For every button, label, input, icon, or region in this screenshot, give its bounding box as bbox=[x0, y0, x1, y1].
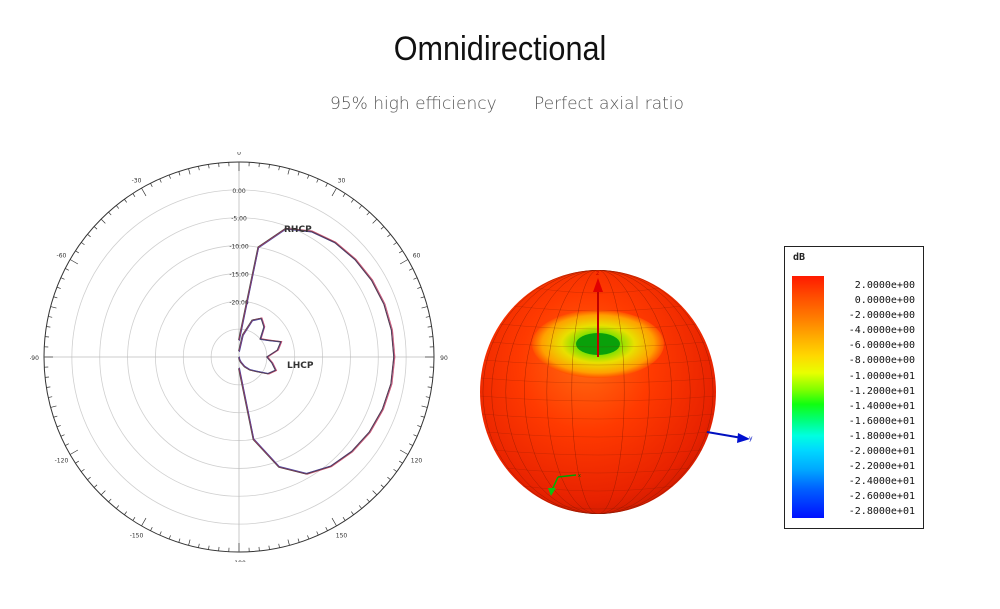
colorbar-legend: dB 2.0000e+00 0.0000e+00 -2.0000e+00 -4.000… bbox=[784, 246, 924, 529]
colorbar-value: -1.4000e+01 bbox=[848, 400, 915, 412]
angle-label: 60 bbox=[413, 253, 421, 260]
colorbar-value: 2.0000e+00 bbox=[854, 280, 915, 291]
series-line-rhcp bbox=[239, 227, 396, 475]
polar-radial-labels: 0.00 -5.00 -10.00 -15.00 -20.00 bbox=[229, 188, 249, 306]
colorbar-value: -2.2000e+01 bbox=[848, 461, 915, 473]
series-line-lhcp bbox=[238, 317, 282, 375]
series-line-rhcp bbox=[238, 228, 395, 475]
colorbar-value: -2.8000e+01 bbox=[848, 506, 915, 518]
angle-label: 120 bbox=[411, 458, 423, 465]
radial-label: -10.00 bbox=[229, 244, 249, 251]
3d-radiation-pattern: z y x bbox=[480, 270, 753, 514]
colorbar-value: -4.0000e+00 bbox=[848, 325, 915, 337]
series-label-rhcp: RHCP bbox=[284, 225, 312, 235]
angle-label: -120 bbox=[55, 458, 69, 465]
polar-radiation-chart: 0 30 60 90 120 150 -180 -150 -120 -90 -60 -30 0.00 -… bbox=[30, 152, 448, 562]
colorbar-gradient bbox=[792, 276, 824, 518]
page-title: Omnidirectional bbox=[393, 30, 607, 68]
subtitle-axial-ratio: Perfect axial ratio bbox=[534, 94, 684, 114]
axis-label-y: y bbox=[749, 435, 753, 442]
angle-label: 90 bbox=[440, 355, 448, 362]
colorbar-value: -2.4000e+01 bbox=[848, 476, 915, 488]
colorbar-values: 2.0000e+00 0.0000e+00 -2.0000e+00 -4.0000e+… bbox=[831, 278, 915, 520]
angle-label: 0 bbox=[237, 152, 241, 157]
axis-label-x: x bbox=[578, 473, 581, 479]
colorbar-value: -1.0000e+01 bbox=[848, 370, 915, 382]
colorbar-value: -2.0000e+01 bbox=[848, 446, 915, 458]
colorbar-value: -1.8000e+01 bbox=[848, 430, 915, 442]
series-line-lhcp bbox=[238, 317, 282, 375]
series-label-lhcp: LHCP bbox=[287, 361, 314, 371]
colorbar-value: -2.0000e+00 bbox=[848, 310, 915, 322]
angle-label: -180 bbox=[232, 560, 246, 562]
angle-label: -90 bbox=[30, 355, 39, 362]
radial-label: 0.00 bbox=[232, 188, 246, 195]
colorbar-value: -1.2000e+01 bbox=[848, 385, 915, 397]
subtitle-efficiency: 95% high efficiency bbox=[330, 94, 497, 114]
colorbar-value: -6.0000e+00 bbox=[848, 340, 915, 352]
colorbar-value: -2.6000e+01 bbox=[848, 491, 915, 503]
angle-label: 150 bbox=[336, 533, 348, 540]
polar-series bbox=[238, 227, 396, 475]
colorbar-unit: dB bbox=[793, 252, 806, 263]
series-line-lhcp bbox=[239, 317, 283, 375]
axis-label-z: z bbox=[596, 270, 599, 277]
angle-label: -60 bbox=[57, 253, 67, 260]
polar-angle-labels: 0 30 60 90 120 150 -180 -150 -120 -90 -60 -30 bbox=[30, 152, 448, 562]
angle-label: 30 bbox=[338, 177, 346, 184]
angle-label: -30 bbox=[132, 177, 142, 184]
series-line-lhcp bbox=[239, 318, 282, 374]
colorbar-value: -8.0000e+00 bbox=[848, 355, 915, 367]
radial-label: -20.00 bbox=[229, 299, 249, 306]
radial-label: -5.00 bbox=[231, 216, 247, 223]
angle-label: -150 bbox=[130, 533, 144, 540]
colorbar-value: 0.0000e+00 bbox=[854, 295, 915, 307]
colorbar-value: -1.6000e+01 bbox=[848, 415, 915, 427]
radial-label: -15.00 bbox=[229, 271, 249, 278]
polar-ticks bbox=[44, 162, 434, 552]
